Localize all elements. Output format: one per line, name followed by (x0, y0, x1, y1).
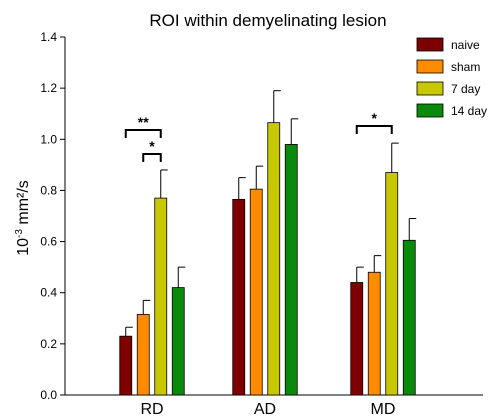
bar-14-day-rd (171, 287, 185, 396)
legend-label-14-day: 14 day (451, 104, 487, 118)
bar-14-day-md (402, 239, 416, 396)
legend: naive sham 7 day 14 day (416, 37, 487, 118)
bar-sham-rd (136, 314, 150, 396)
x-tick-label: RD (140, 401, 163, 417)
legend-swatch-7-day (416, 81, 444, 96)
bar-14-day-ad (284, 143, 298, 396)
significance-bracket (142, 153, 162, 162)
plot-area: 0.00.20.40.60.81.01.21.4RD AD MD**** (40, 30, 483, 417)
bar-7-day-ad (267, 122, 281, 396)
bar-naive-md (350, 282, 364, 396)
y-axis-label: 10-3 mm²/s (14, 180, 32, 256)
x-tick-label: MD (371, 401, 396, 417)
significance-label: * (149, 138, 155, 154)
y-tick-label: 0.2 (40, 337, 57, 351)
y-tick-label: 0.6 (40, 235, 57, 249)
significance-label: ** (138, 114, 149, 130)
bar-naive-rd (119, 335, 133, 396)
legend-label-sham: sham (451, 60, 480, 74)
y-tick-label: 0.0 (40, 388, 57, 402)
bar-7-day-md (385, 172, 399, 396)
y-tick-label: 1.0 (40, 132, 57, 146)
bar-sham-md (367, 271, 381, 396)
legend-label-naive: naive (451, 38, 480, 52)
bar-naive-ad (232, 198, 246, 396)
x-tick-label: AD (254, 401, 276, 417)
bar-sham-ad (249, 188, 263, 396)
significance-bracket (124, 129, 162, 138)
significance-label: * (372, 110, 378, 126)
legend-swatch-sham (416, 59, 444, 74)
chart-title: ROI within demyelinating lesion (149, 11, 386, 30)
y-tick-label: 1.2 (40, 81, 57, 95)
bar-7-day-rd (154, 197, 168, 396)
legend-swatch-14-day (416, 103, 444, 118)
legend-label-7-day: 7 day (451, 82, 480, 96)
y-tick-label: 0.4 (40, 286, 57, 300)
y-tick-label: 1.4 (40, 30, 57, 44)
significance-bracket (355, 125, 393, 134)
legend-swatch-naive (416, 37, 444, 52)
y-tick-label: 0.8 (40, 183, 57, 197)
